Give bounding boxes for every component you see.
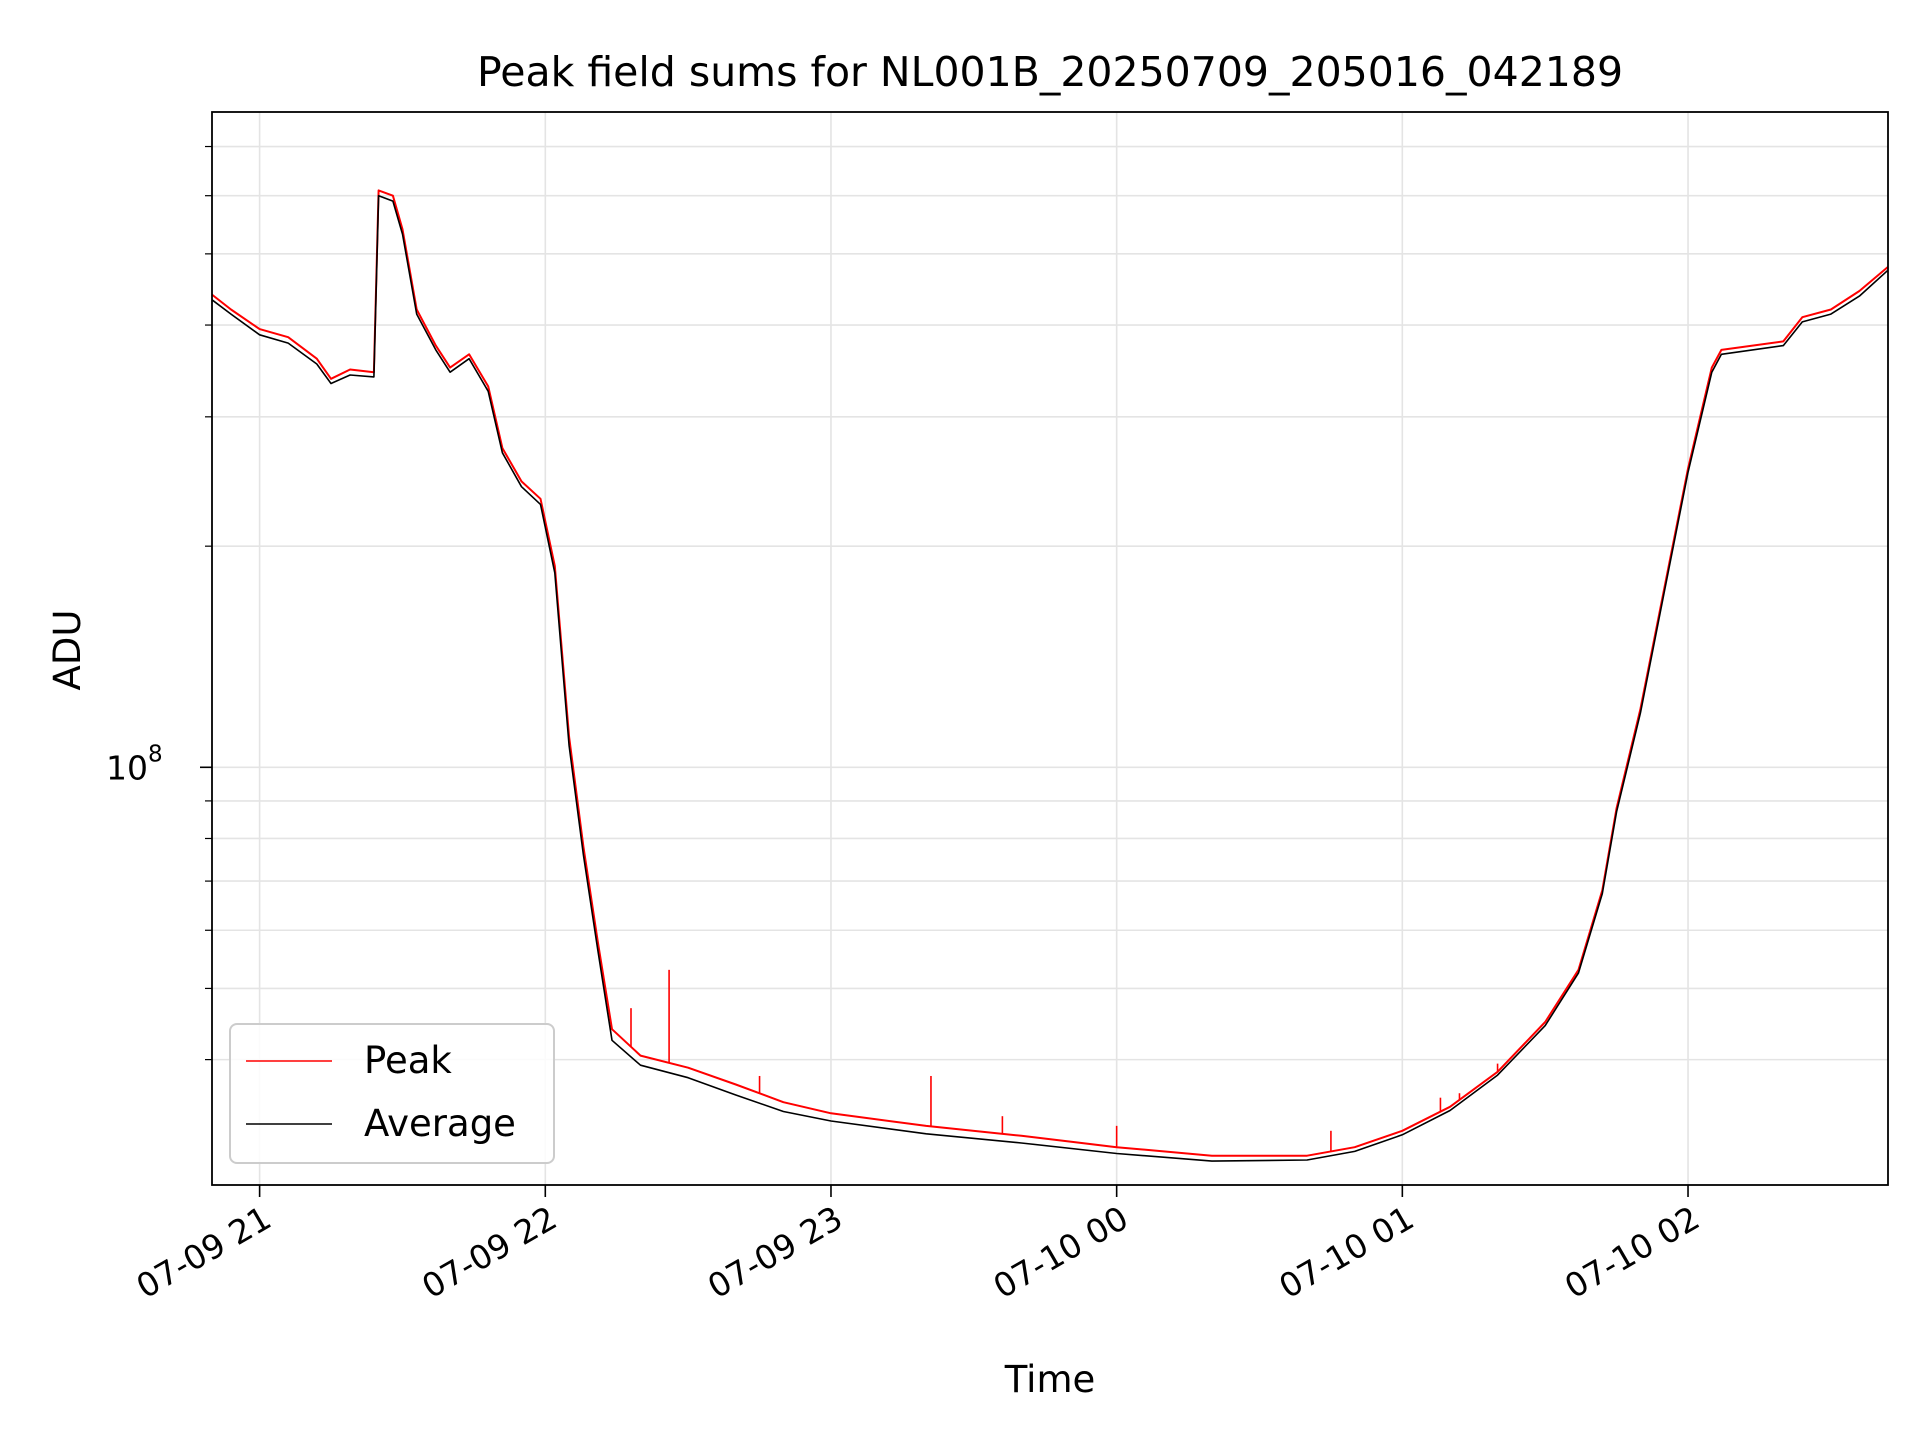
y-axis-label: ADU (46, 610, 89, 691)
legend-box (229, 1023, 555, 1164)
plot-frame (211, 111, 1889, 1186)
y-tick-label: 10 8 (106, 741, 163, 787)
plot-lines (211, 189, 1889, 1162)
y-tick-label-exponent: 8 (148, 741, 163, 767)
series-line-average (211, 194, 1889, 1162)
legend: Peak Average (229, 1023, 555, 1164)
x-axis-label: Time (1004, 1358, 1096, 1401)
grid (212, 112, 1888, 1185)
y-tick-label-base: 10 (106, 748, 148, 787)
legend-label-average: Average (364, 1102, 516, 1145)
legend-label-peak: Peak (364, 1039, 452, 1082)
chart-title: Peak field sums for NL001B_20250709_2050… (477, 48, 1623, 96)
y-axis: 10 8 (106, 145, 212, 1061)
